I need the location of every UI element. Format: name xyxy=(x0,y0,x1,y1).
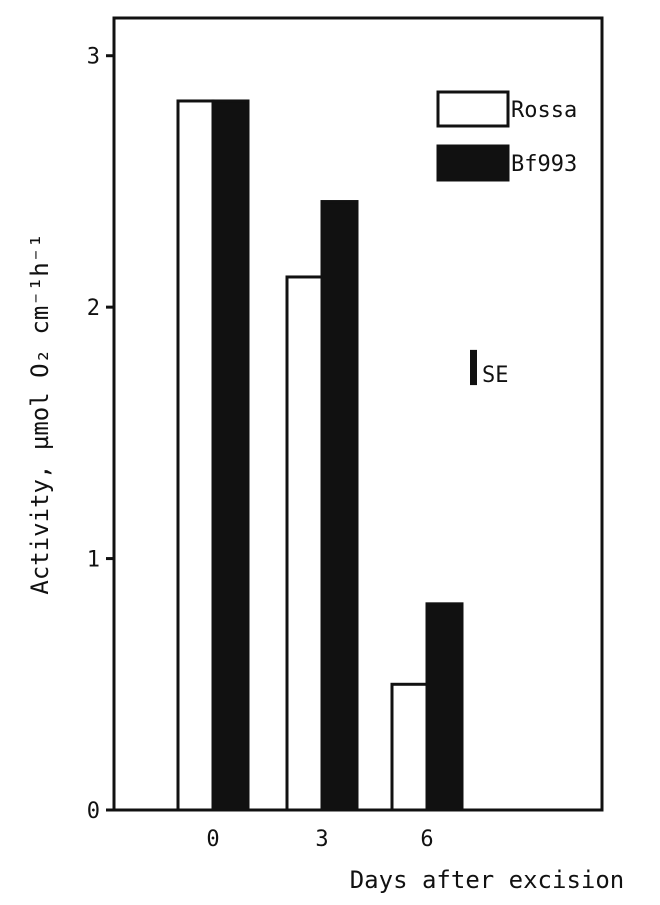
y-tick-label: 0 xyxy=(87,799,100,824)
legend-swatch-rossa xyxy=(436,90,510,128)
bar-rossa-3 xyxy=(285,275,324,812)
x-axis-label: Days after excision xyxy=(350,866,625,894)
y-tick-label: 2 xyxy=(87,296,100,321)
x-axis-ticks: 0 3 6 xyxy=(206,827,433,852)
bars xyxy=(176,99,464,812)
y-tick-label: 3 xyxy=(87,45,100,70)
legend-swatch-bf993 xyxy=(436,144,510,182)
y-axis-ticks: 0 1 2 3 xyxy=(87,45,114,824)
x-tick-label: 3 xyxy=(315,827,328,852)
standard-error-label: SE xyxy=(482,363,509,388)
bar-rossa-0 xyxy=(176,99,215,812)
y-tick-label: 1 xyxy=(87,548,100,573)
bar-bf993-0 xyxy=(211,99,250,812)
legend-label-bf993: Bf993 xyxy=(511,152,577,177)
legend-label-rossa: Rossa xyxy=(511,98,577,123)
x-tick-label: 6 xyxy=(420,827,433,852)
standard-error-bar xyxy=(470,349,477,386)
y-axis-label: Activity, µmol O₂ cm⁻¹h⁻¹ xyxy=(26,233,54,594)
x-tick-label: 0 xyxy=(206,827,219,852)
bar-bf993-3 xyxy=(320,200,359,812)
bar-bf993-6 xyxy=(425,602,464,812)
bar-rossa-6 xyxy=(390,682,429,812)
legend: Rossa Bf993 xyxy=(436,90,577,182)
